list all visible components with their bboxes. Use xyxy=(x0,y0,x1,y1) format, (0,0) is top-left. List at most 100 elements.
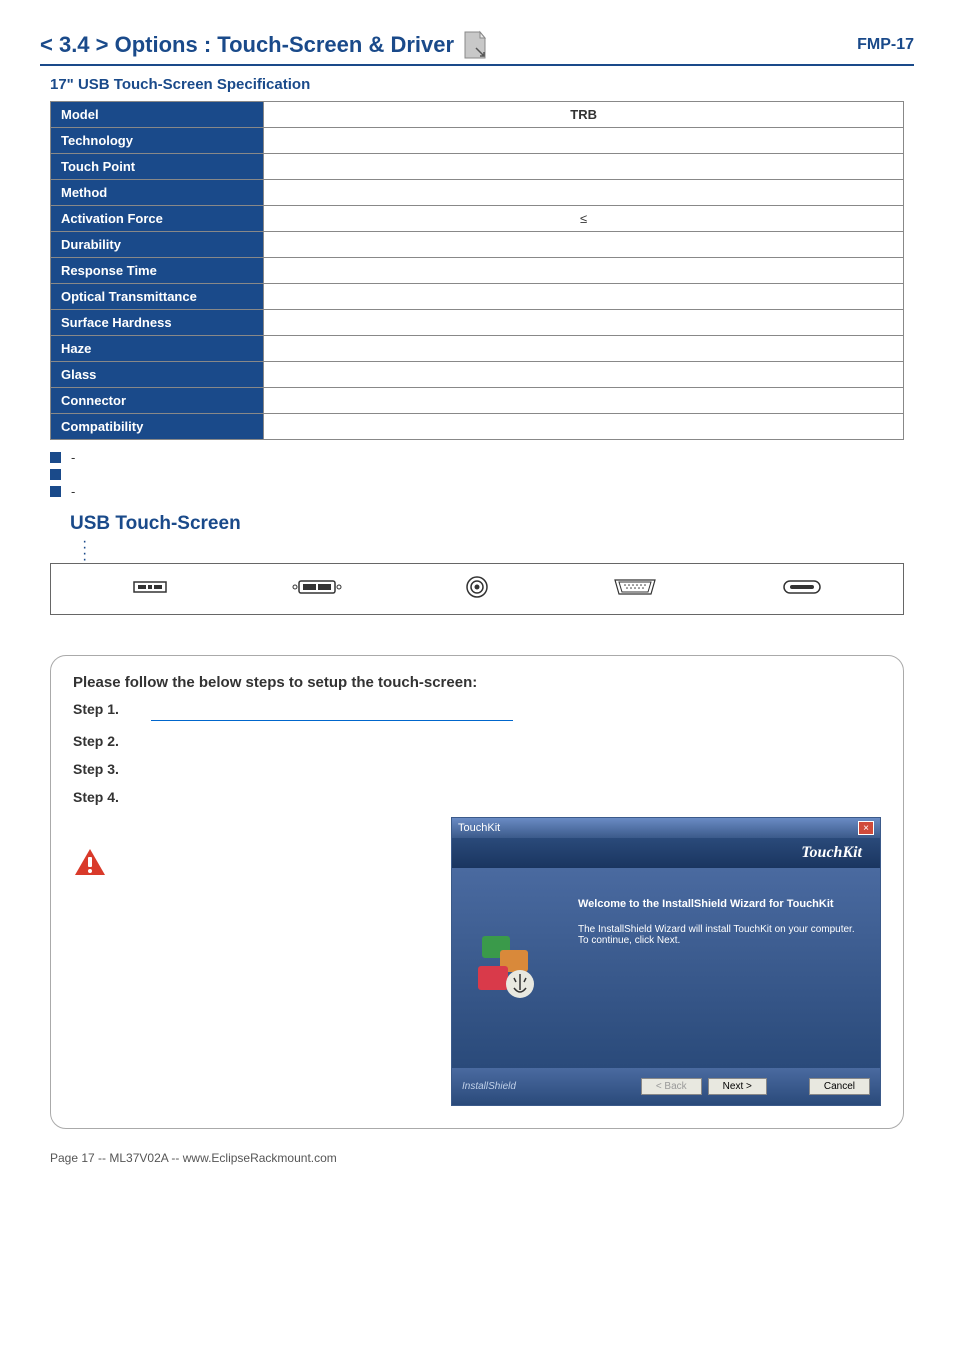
driver-link[interactable] xyxy=(151,703,513,721)
spec-header-value: TRB xyxy=(264,102,904,128)
installer-welcome-text: The InstallShield Wizard will install To… xyxy=(578,924,864,946)
installer-sidebar xyxy=(452,868,562,1068)
spec-row-value xyxy=(264,258,904,284)
slot-port-icon xyxy=(782,579,822,595)
io-port xyxy=(291,578,343,600)
bullet-text: - xyxy=(71,450,75,465)
bullet-item: - xyxy=(50,450,914,465)
io-port xyxy=(466,576,488,602)
table-row: Model TRB xyxy=(51,102,904,128)
page-header: < 3.4 > Options : Touch-Screen & Driver … xyxy=(40,30,914,66)
step-body xyxy=(151,701,881,721)
spec-header-label: Model xyxy=(51,102,264,128)
warning-icon xyxy=(73,847,107,877)
spec-row-value xyxy=(264,284,904,310)
spec-row-value xyxy=(264,232,904,258)
table-row: Glass xyxy=(51,362,904,388)
installer-welcome-heading: Welcome to the InstallShield Wizard for … xyxy=(578,898,864,910)
header-left: < 3.4 > Options : Touch-Screen & Driver xyxy=(40,30,488,60)
step-label: Step 1. xyxy=(73,701,141,717)
spec-table: Model TRB TechnologyTouch PointMethodAct… xyxy=(50,101,904,440)
table-row: Compatibility xyxy=(51,414,904,440)
back-button[interactable]: < Back xyxy=(641,1078,702,1095)
warning-block xyxy=(73,847,117,877)
installer-content: Welcome to the InstallShield Wizard for … xyxy=(562,868,880,1068)
table-row: Surface Hardness xyxy=(51,310,904,336)
step-row: Step 1. xyxy=(73,701,881,721)
spec-row-label: Technology xyxy=(51,128,264,154)
dual-port-icon xyxy=(291,578,343,596)
installer-footer: InstallShield < Back Next > Cancel xyxy=(452,1068,880,1105)
product-code: FMP-17 xyxy=(857,36,914,54)
table-row: Activation Force≤ xyxy=(51,206,904,232)
step-label: Step 4. xyxy=(73,789,141,805)
dotted-connector: ···· xyxy=(82,539,914,563)
installer-body: Welcome to the InstallShield Wizard for … xyxy=(452,868,880,1068)
cancel-button[interactable]: Cancel xyxy=(809,1078,870,1095)
bullet-text: - xyxy=(71,484,75,499)
spec-row-label: Touch Point xyxy=(51,154,264,180)
square-bullet-icon xyxy=(50,486,61,497)
installer-buttons: < Back Next > Cancel xyxy=(641,1078,870,1095)
spec-row-label: Response Time xyxy=(51,258,264,284)
setup-title: Please follow the below steps to setup t… xyxy=(73,674,881,691)
power-jack-icon xyxy=(466,576,488,598)
table-row: Method xyxy=(51,180,904,206)
table-row: Optical Transmittance xyxy=(51,284,904,310)
subsection-title: 17" USB Touch-Screen Specification xyxy=(50,76,914,93)
step-row: Step 2. xyxy=(73,733,881,749)
installer-banner: TouchKit xyxy=(452,838,880,868)
spec-row-label: Haze xyxy=(51,336,264,362)
io-port xyxy=(611,576,659,602)
installer-window: TouchKit × TouchKit Welcome to the xyxy=(451,817,881,1106)
io-port xyxy=(782,579,822,599)
installer-graphic-icon xyxy=(472,928,542,1008)
next-button[interactable]: Next > xyxy=(708,1078,767,1095)
spec-row-value xyxy=(264,310,904,336)
spec-row-label: Optical Transmittance xyxy=(51,284,264,310)
spec-row-value xyxy=(264,128,904,154)
spec-row-value xyxy=(264,388,904,414)
spec-row-value: ≤ xyxy=(264,206,904,232)
spec-row-value xyxy=(264,362,904,388)
installer-titlebar: TouchKit × xyxy=(452,818,880,838)
square-bullet-icon xyxy=(50,452,61,463)
window-title: TouchKit xyxy=(458,822,500,834)
spec-row-label: Glass xyxy=(51,362,264,388)
spec-row-value xyxy=(264,336,904,362)
spec-row-label: Surface Hardness xyxy=(51,310,264,336)
setup-panel: Please follow the below steps to setup t… xyxy=(50,655,904,1129)
usb-port-icon xyxy=(132,578,168,596)
section-title: < 3.4 > Options : Touch-Screen & Driver xyxy=(40,32,454,58)
io-panel xyxy=(50,563,904,615)
table-row: Durability xyxy=(51,232,904,258)
io-port xyxy=(132,578,168,600)
usb-heading: USB Touch-Screen xyxy=(70,513,914,535)
close-icon[interactable]: × xyxy=(858,821,874,835)
step-row: Step 4. xyxy=(73,789,881,805)
spec-row-label: Method xyxy=(51,180,264,206)
step-row: Step 3. xyxy=(73,761,881,777)
table-row: Haze xyxy=(51,336,904,362)
bullet-item xyxy=(50,469,914,480)
page-footer: Page 17 -- ML37V02A -- www.EclipseRackmo… xyxy=(50,1151,914,1165)
table-row: Response Time xyxy=(51,258,904,284)
spec-row-label: Connector xyxy=(51,388,264,414)
table-row: Technology xyxy=(51,128,904,154)
step-label: Step 3. xyxy=(73,761,141,777)
spec-row-label: Durability xyxy=(51,232,264,258)
spec-row-value xyxy=(264,154,904,180)
step-label: Step 2. xyxy=(73,733,141,749)
spec-row-label: Compatibility xyxy=(51,414,264,440)
vga-port-icon xyxy=(611,576,659,598)
table-row: Connector xyxy=(51,388,904,414)
installer-brand-label: InstallShield xyxy=(462,1081,516,1092)
table-row: Touch Point xyxy=(51,154,904,180)
spec-row-label: Activation Force xyxy=(51,206,264,232)
document-icon xyxy=(462,30,488,60)
setup-lower-row: TouchKit × TouchKit Welcome to the xyxy=(73,817,881,1106)
square-bullet-icon xyxy=(50,469,61,480)
bullet-item: - xyxy=(50,484,914,499)
bullet-list: - - xyxy=(50,450,914,499)
spec-row-value xyxy=(264,414,904,440)
